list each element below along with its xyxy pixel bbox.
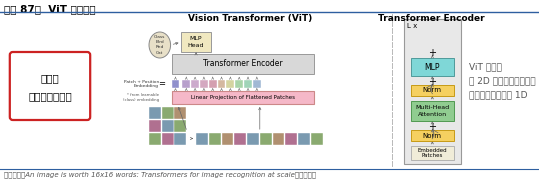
Bar (149, 133, 161, 145)
Bar (227, 80, 234, 88)
Text: 将图片: 将图片 (41, 73, 59, 83)
Ellipse shape (149, 32, 170, 58)
Bar (285, 133, 297, 145)
Bar (174, 120, 186, 132)
Bar (209, 80, 217, 88)
Bar (209, 133, 221, 145)
Bar (172, 54, 314, 74)
Bar (172, 80, 179, 88)
Text: Linear Projection of Flattened Patches: Linear Projection of Flattened Patches (191, 95, 295, 100)
Text: Multi-Head
Attention: Multi-Head Attention (415, 105, 449, 117)
Text: L x: L x (407, 23, 417, 29)
Bar (234, 133, 246, 145)
Bar (244, 80, 252, 88)
Text: Norm: Norm (423, 88, 442, 94)
Text: MLP
Head: MLP Head (188, 36, 204, 48)
Text: * from learnable
(class) embedding: * from learnable (class) embedding (123, 93, 159, 102)
Bar (298, 133, 310, 145)
Text: MLP: MLP (425, 62, 440, 72)
Text: Red: Red (156, 45, 164, 49)
Bar (404, 19, 461, 164)
Bar (222, 133, 233, 145)
Bar (174, 107, 186, 119)
Text: Cat: Cat (156, 51, 163, 55)
Bar (411, 130, 454, 141)
Bar (411, 58, 454, 76)
Bar (260, 133, 272, 145)
Bar (191, 80, 199, 88)
Bar (162, 107, 173, 119)
Text: +: + (428, 48, 436, 58)
Text: Patch + Position
Embedding: Patch + Position Embedding (124, 80, 159, 88)
Text: Class: Class (154, 35, 166, 39)
Text: 的 2D 信息，通过切割，: 的 2D 信息，通过切割， (469, 76, 535, 85)
Bar (218, 80, 226, 88)
Bar (196, 133, 208, 145)
Text: 图表 87：  ViT 基本架构: 图表 87： ViT 基本架构 (4, 4, 96, 14)
Bar (411, 101, 454, 121)
Text: Bird: Bird (156, 40, 164, 44)
Bar (172, 91, 314, 104)
Bar (273, 133, 284, 145)
Text: Transformer Encoder: Transformer Encoder (203, 60, 283, 68)
Bar (235, 80, 243, 88)
Bar (411, 146, 454, 160)
FancyBboxPatch shape (10, 52, 90, 120)
Text: +: + (428, 122, 436, 132)
Bar (149, 107, 161, 119)
Bar (182, 32, 211, 52)
Text: Transformer Encoder: Transformer Encoder (378, 14, 485, 23)
Bar (174, 133, 186, 145)
Text: =: = (158, 80, 165, 88)
Bar (253, 80, 261, 88)
Text: 转化为类似文本的 1D: 转化为类似文本的 1D (469, 90, 527, 99)
Bar (247, 133, 259, 145)
Text: Norm: Norm (423, 132, 442, 139)
Text: Vision Transformer (ViT): Vision Transformer (ViT) (188, 14, 312, 23)
Text: 资料来源：An image is worth 16x16 words: Transformers for image recognition at scale，: 资料来源：An image is worth 16x16 words: Tran… (4, 171, 316, 178)
Bar (200, 80, 208, 88)
Text: +: + (428, 77, 436, 87)
Bar (162, 133, 173, 145)
Bar (149, 120, 161, 132)
Bar (162, 120, 173, 132)
Text: ViT 将图片: ViT 将图片 (469, 62, 502, 71)
Text: Embedded
Patches: Embedded Patches (417, 148, 447, 158)
Bar (311, 133, 322, 145)
Bar (411, 85, 454, 96)
Bar (183, 80, 190, 88)
Text: 切割，解读输入: 切割，解读输入 (28, 91, 72, 101)
